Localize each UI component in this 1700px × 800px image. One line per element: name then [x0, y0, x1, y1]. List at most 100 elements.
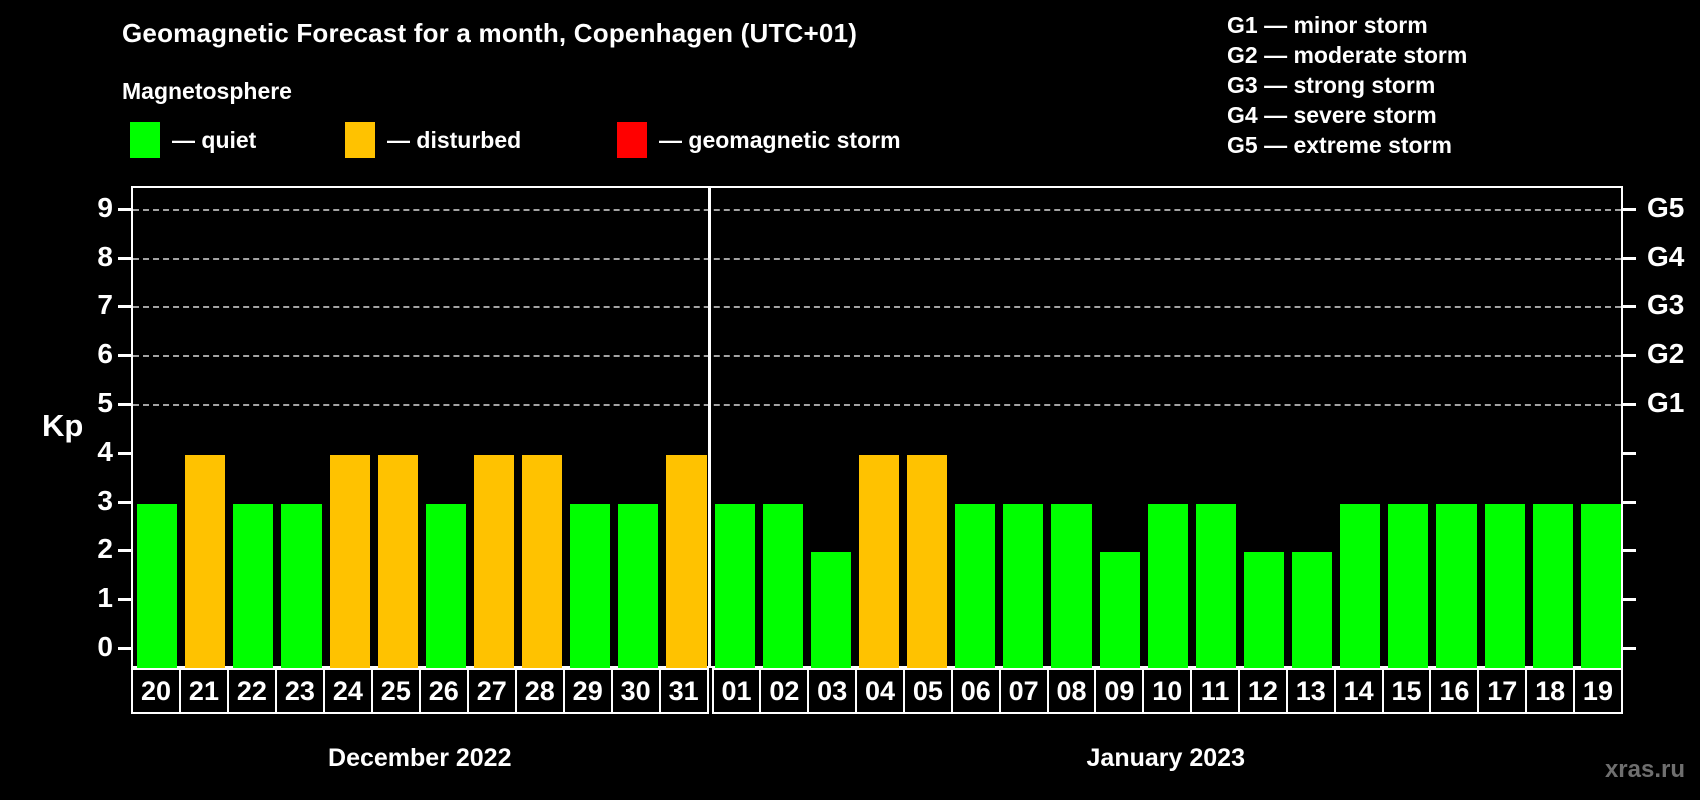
- day-label: 05: [902, 668, 953, 714]
- y-tick-left-5: [118, 403, 131, 406]
- day-label: 24: [322, 668, 373, 714]
- legend-label-storm: — geomagnetic storm: [659, 126, 901, 153]
- day-label: 12: [1238, 668, 1288, 714]
- kp-bar-day-21: [185, 454, 226, 668]
- y-tick-left-0: [118, 647, 131, 650]
- day-label: 16: [1429, 668, 1480, 714]
- day-label: 04: [855, 668, 905, 714]
- kp-bar-day-30: [618, 503, 659, 668]
- gridline-kp8: [133, 257, 1621, 260]
- gridline-kp5: [133, 404, 1621, 406]
- quiet-color-swatch: [130, 122, 160, 158]
- right-axis-label-G1: G1: [1647, 387, 1685, 418]
- y-tick-label-8: 8: [97, 240, 113, 272]
- y-tick-label-9: 9: [97, 191, 113, 223]
- storm-color-swatch: [617, 122, 647, 158]
- kp-bar-day-07: [1003, 503, 1044, 668]
- y-tick-right-7: [1623, 305, 1636, 309]
- day-label: 14: [1333, 668, 1384, 714]
- day-label-group-december: 20 21 22 23 24 25 26 27 28 29 30 31: [131, 668, 709, 714]
- y-tick-left-7: [118, 305, 131, 309]
- gridline-kp6: [133, 355, 1621, 358]
- kp-bar-day-11: [1195, 503, 1236, 668]
- kp-bar-day-04: [858, 454, 900, 668]
- storm-scale-legend-line: G1 — minor storm: [1227, 12, 1428, 38]
- day-label: 26: [418, 668, 469, 714]
- day-label: 18: [1525, 668, 1576, 714]
- kp-bar-day-19: [1580, 503, 1621, 668]
- kp-bar-day-18: [1532, 503, 1573, 668]
- y-tick-right-8: [1623, 256, 1636, 260]
- y-tick-label-0: 0: [97, 631, 113, 662]
- day-label: 03: [807, 668, 858, 714]
- month-caption-january: January 2023: [1086, 744, 1245, 772]
- y-tick-right-1: [1623, 598, 1636, 602]
- kp-bar-day-27: [473, 454, 515, 668]
- y-tick-label-5: 5: [97, 387, 113, 418]
- chart-subtitle: Magnetosphere: [122, 78, 292, 104]
- y-tick-label-1: 1: [97, 582, 113, 614]
- right-axis-label-G4: G4: [1647, 240, 1685, 272]
- y-tick-left-4: [118, 451, 131, 455]
- kp-bar-day-26: [425, 503, 466, 668]
- storm-scale-legend-line: G4 — severe storm: [1227, 102, 1437, 128]
- right-axis-label-G2: G2: [1647, 338, 1685, 370]
- storm-scale-legend-line: G3 — strong storm: [1227, 72, 1436, 98]
- day-label: 27: [466, 668, 517, 714]
- watermark: xras.ru: [1604, 756, 1685, 783]
- legend-item-quiet: — quiet: [130, 120, 256, 160]
- y-tick-label-3: 3: [97, 484, 113, 516]
- kp-bar-day-05: [907, 454, 948, 668]
- plot-area: [131, 186, 1623, 668]
- kp-bar-day-08: [1051, 503, 1092, 668]
- y-tick-label-6: 6: [97, 338, 113, 370]
- day-label: 17: [1477, 668, 1528, 714]
- kp-bar-day-10: [1147, 503, 1188, 668]
- y-tick-label-7: 7: [97, 289, 113, 321]
- day-label: 19: [1573, 668, 1623, 714]
- day-label: 13: [1285, 668, 1336, 714]
- day-label: 22: [226, 668, 277, 714]
- y-tick-right-9: [1623, 207, 1636, 211]
- kp-bar-day-06: [955, 503, 996, 668]
- y-tick-right-5: [1623, 403, 1636, 406]
- y-tick-left-1: [118, 598, 131, 602]
- day-label: 11: [1190, 668, 1240, 714]
- kp-bar-day-13: [1292, 552, 1333, 668]
- right-axis-label-G3: G3: [1647, 289, 1685, 321]
- y-tick-right-2: [1623, 549, 1636, 553]
- kp-bar-day-01: [714, 503, 755, 668]
- y-axis-title: Kp: [42, 408, 84, 443]
- day-label: 21: [178, 668, 229, 714]
- y-tick-left-9: [118, 207, 131, 211]
- y-tick-left-8: [118, 256, 131, 260]
- day-label: 23: [274, 668, 325, 714]
- day-label: 07: [998, 668, 1049, 714]
- y-tick-left-3: [118, 500, 131, 504]
- disturbed-color-swatch: [345, 122, 375, 158]
- day-label: 20: [131, 668, 181, 714]
- y-tick-right-0: [1623, 647, 1636, 650]
- day-label: 28: [514, 668, 565, 714]
- kp-bar-day-14: [1340, 503, 1381, 668]
- y-tick-left-2: [118, 549, 131, 553]
- day-label-group-january: 01 02 03 04 05 06 07 08 09 10 11 12 13 14 15 16 17 18 19: [711, 668, 1623, 714]
- month-separator-line: [707, 188, 711, 666]
- day-label: 15: [1381, 668, 1432, 714]
- y-tick-label-2: 2: [97, 533, 113, 565]
- right-axis-label-G5: G5: [1647, 191, 1685, 223]
- gridline-kp7: [133, 306, 1621, 309]
- y-tick-left-6: [118, 354, 131, 358]
- storm-scale-legend-line: G5 — extreme storm: [1227, 132, 1452, 158]
- kp-bar-day-15: [1388, 503, 1429, 668]
- y-tick-label-4: 4: [97, 435, 113, 467]
- kp-bar-day-31: [666, 454, 707, 668]
- storm-scale-legend-line: G2 — moderate storm: [1227, 42, 1468, 68]
- day-label: 10: [1142, 668, 1193, 714]
- storm-scale-legend: G1 — minor storm G2 — moderate storm G3 — …: [1227, 10, 1467, 160]
- day-label: 31: [658, 668, 709, 714]
- day-label: 08: [1046, 668, 1097, 714]
- legend-label-quiet: — quiet: [172, 126, 257, 153]
- month-caption-december: December 2022: [328, 744, 512, 772]
